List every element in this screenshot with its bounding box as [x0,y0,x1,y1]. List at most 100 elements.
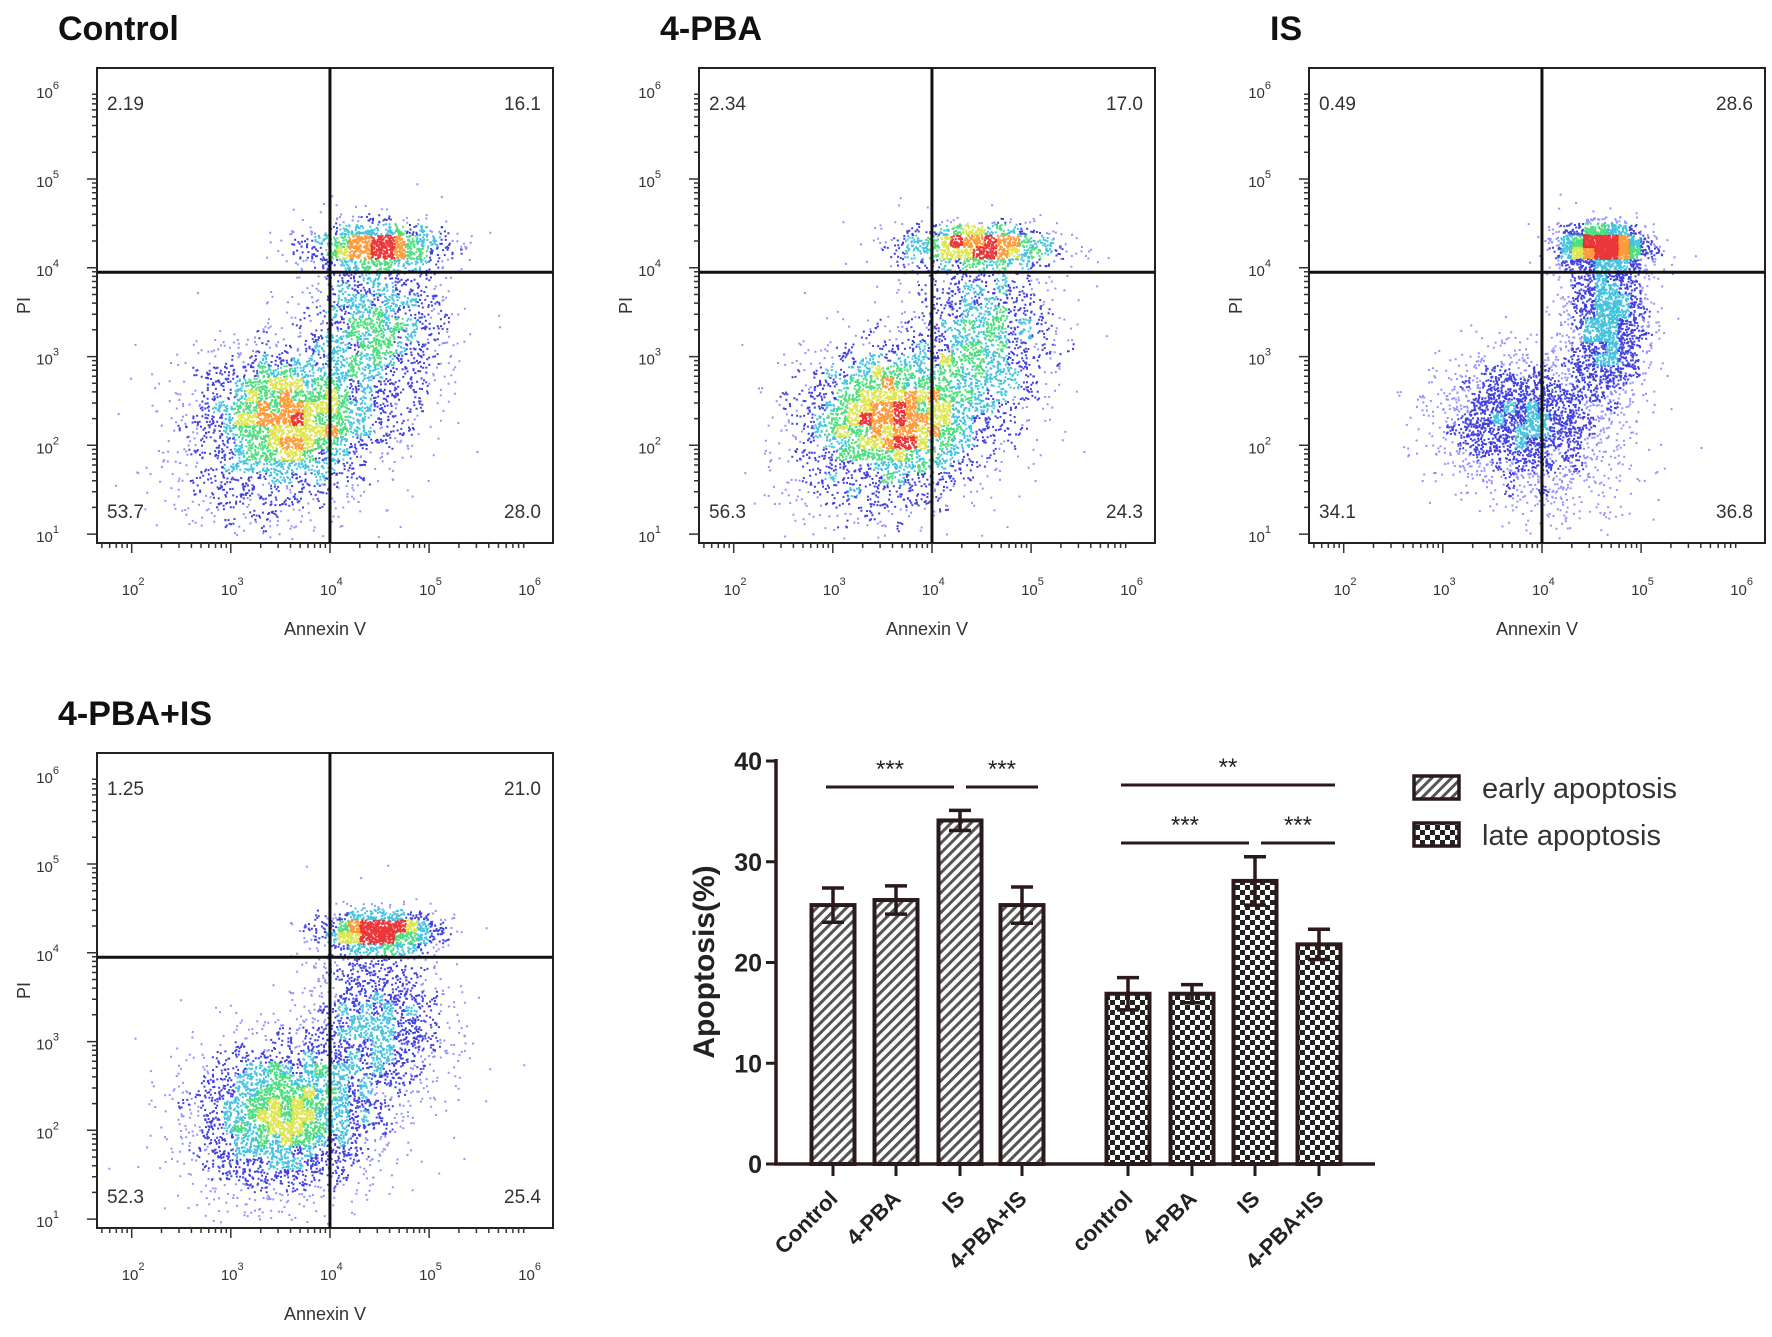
y-tick-label: 106 [1248,80,1271,102]
quadrant-lower-left-percent: 56.3 [709,502,746,523]
y-tick-label: 104 [1248,258,1271,280]
y-tick-exponent: 4 [1265,258,1271,270]
x-tick-label: 105 [1021,576,1044,599]
scatter-density-level-6 [290,234,396,427]
quadrant-upper-right-percent: 21.0 [504,779,541,800]
y-tick-label: 105 [36,854,59,876]
significance-label: ** [1219,754,1238,781]
x-tick-exponent: 5 [436,576,442,588]
significance-label: *** [1171,812,1199,839]
x-tick-exponent: 4 [1549,576,1555,588]
x-tick-exponent: 4 [337,1261,343,1273]
y-tick-label: 101 [36,524,59,546]
y-tick-exponent: 1 [1265,524,1271,536]
error-bar [1117,975,1139,1012]
x-tick-label: 104 [320,576,343,599]
y-tick-label: 105 [1248,169,1271,191]
x-tick-exponent: 5 [436,1261,442,1273]
y-axis-label: PI [14,297,34,314]
y-tick-label: 105 [36,169,59,191]
significance-label: *** [876,756,904,783]
x-axis-label: Annexin V [1496,619,1578,639]
x-category-label: Control [770,1186,843,1259]
panel-title: Control [58,10,179,48]
x-tick-exponent: 6 [1137,576,1143,588]
scatter-density-level-2 [222,907,430,1170]
x-tick-label: 103 [221,576,244,599]
scatter-density-level-1 [177,909,452,1194]
scatter-density-level-3 [234,919,419,1147]
y-tick-exponent: 6 [53,765,59,777]
quadrant-upper-left-percent: 2.19 [107,94,144,115]
legend-label: early apoptosis [1482,773,1677,805]
x-tick-exponent: 5 [1648,576,1654,588]
error-bar [822,886,844,924]
y-tick-label: 30 [734,849,762,877]
x-tick-label: 103 [1433,576,1456,599]
quadrant-upper-left-percent: 0.49 [1319,94,1356,115]
significance-label: *** [1284,812,1312,839]
error-bar [1181,982,1203,1005]
scatter-density-level-6 [359,919,407,945]
y-tick-exponent: 2 [1265,435,1271,447]
y-tick-label: 101 [36,1209,59,1231]
quadrant-upper-right-percent: 16.1 [504,94,541,115]
y-tick-label: 106 [638,80,661,102]
scatter-density-level-4 [256,919,419,1147]
y-tick-exponent: 6 [1265,80,1271,92]
y-tick-label: 102 [36,435,59,457]
axis-ticks [87,93,525,553]
panel-title: 4-PBA [660,10,762,48]
y-tick-label: 106 [36,80,59,102]
y-tick-label: 40 [734,748,762,776]
scatter-density-level-4 [1571,246,1585,260]
scatter-density-level-1 [177,213,463,533]
y-tick-label: 0 [748,1151,762,1179]
error-bar [949,808,971,833]
quadrant-upper-left-percent: 2.34 [709,94,746,115]
y-tick-exponent: 3 [53,347,59,359]
x-tick-exponent: 3 [238,576,244,588]
y-tick-label: 102 [1248,435,1271,457]
tick-marks [87,778,525,1238]
plot-frame [96,752,554,1229]
y-tick-exponent: 4 [53,943,59,955]
error-bar [885,884,907,916]
x-tick-label: 103 [221,1261,244,1284]
x-tick-label: 102 [1334,576,1357,599]
plot-frame [96,67,554,544]
axis-ticks [1299,93,1737,553]
scatter-density-level-6 [1582,234,1619,260]
panel-title: IS [1270,10,1302,48]
legend-swatch-hatch [1412,774,1461,801]
y-tick-label: 102 [36,1120,59,1142]
y-tick-label: 103 [1248,347,1271,369]
scatter-density-level-2 [211,223,441,486]
x-tick-exponent: 4 [337,576,343,588]
y-tick-label: 20 [734,950,762,978]
bar-late-apoptosis [1104,991,1152,1166]
x-tick-exponent: 6 [535,1261,541,1273]
quadrant-lower-right-percent: 25.4 [504,1187,541,1208]
y-tick-label: 104 [36,258,59,280]
scatter-density-level-5 [1582,234,1631,260]
y-tick-exponent: 3 [53,1032,59,1044]
quadrant-upper-right-percent: 28.6 [1716,94,1753,115]
x-tick-label: 106 [1730,576,1753,599]
scatter-density-level-2 [813,223,1055,498]
x-tick-exponent: 3 [238,1261,244,1273]
x-category-label: IS [937,1186,969,1218]
x-tick-label: 103 [823,576,846,599]
y-tick-exponent: 1 [53,1209,59,1221]
y-tick-label: 105 [638,169,661,191]
scatter-density-level-4 [233,246,350,462]
y-tick-exponent: 1 [655,524,661,536]
y-tick-exponent: 5 [1265,169,1271,181]
bar-early-apoptosis [936,818,984,1166]
quadrant-lower-right-percent: 36.8 [1716,502,1753,523]
x-tick-label: 104 [922,576,945,599]
flow-panel-4-pba: 4-PBA 2.34 17.0 56.3 24.3 101 102 103 104 105 106 1… [616,10,1156,639]
y-tick-label: 103 [36,1032,59,1054]
y-tick-exponent: 2 [655,435,661,447]
